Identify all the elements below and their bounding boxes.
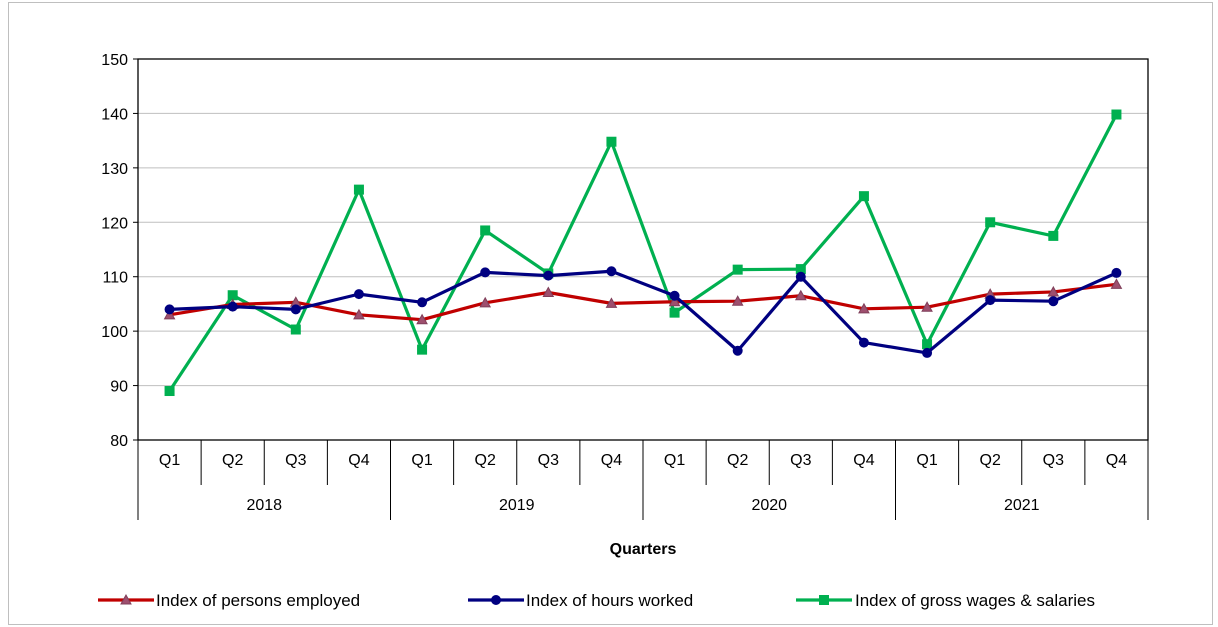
x-tick-label: Q2 — [222, 452, 243, 469]
y-tick-label: 100 — [101, 324, 128, 341]
x-tick-label: Q3 — [285, 452, 306, 469]
y-tick-label: 140 — [101, 106, 128, 123]
series-1 — [163, 278, 1123, 325]
legend-item: Index of hours worked — [468, 591, 693, 610]
data-point — [794, 289, 807, 301]
y-tick-label: 150 — [101, 52, 128, 69]
data-point — [985, 217, 996, 228]
data-point — [480, 225, 491, 236]
x-tick-label: Q1 — [411, 452, 432, 469]
x-tick-label: Q3 — [538, 452, 559, 469]
data-point — [732, 264, 743, 275]
legend-item: Index of gross wages & salaries — [796, 591, 1095, 610]
data-point — [858, 302, 870, 314]
data-point — [606, 266, 617, 277]
series-line — [169, 269, 1118, 355]
data-point — [922, 347, 933, 358]
x-year-label: 2018 — [246, 497, 282, 514]
data-point — [1111, 109, 1122, 120]
x-tick-label: Q1 — [664, 452, 685, 469]
data-point — [606, 136, 617, 147]
data-point — [732, 345, 743, 356]
series-3 — [164, 109, 1122, 397]
data-point — [290, 304, 301, 315]
data-point — [1111, 267, 1122, 278]
data-point — [227, 301, 238, 312]
data-point — [795, 271, 806, 282]
y-tick-label: 120 — [101, 215, 128, 232]
data-point — [480, 267, 491, 278]
data-point — [164, 304, 175, 315]
data-point — [668, 295, 681, 307]
legend-marker — [491, 595, 501, 605]
data-point — [417, 344, 428, 355]
legend-label: Index of gross wages & salaries — [855, 591, 1095, 610]
y-tick-label: 110 — [102, 270, 128, 287]
data-point — [858, 191, 869, 202]
data-point — [353, 184, 364, 195]
plot-area — [138, 59, 1148, 440]
x-year-label: 2020 — [751, 497, 787, 514]
x-tick-label: Q2 — [980, 452, 1001, 469]
data-point — [1110, 278, 1123, 289]
data-point — [985, 295, 996, 306]
data-point — [922, 339, 933, 350]
data-point — [1047, 285, 1060, 297]
x-tick-label: Q4 — [601, 452, 622, 469]
data-point — [416, 313, 428, 325]
data-point — [479, 296, 492, 308]
x-tick-label: Q4 — [348, 452, 369, 469]
series-line — [169, 282, 1117, 322]
x-tick-label: Q2 — [475, 452, 496, 469]
data-point — [605, 297, 618, 308]
data-point — [858, 337, 869, 348]
x-tick-label: Q1 — [159, 452, 180, 469]
series-2 — [164, 266, 1122, 358]
x-tick-label: Q3 — [1043, 452, 1064, 469]
data-point — [227, 290, 238, 301]
legend-marker — [819, 595, 829, 605]
x-tick-label: Q1 — [916, 452, 937, 469]
legend-label: Index of persons employed — [156, 591, 360, 610]
legend-marker — [120, 593, 132, 605]
y-tick-label: 130 — [101, 161, 128, 178]
x-axis-title: Quarters — [610, 541, 677, 558]
data-point — [417, 297, 428, 308]
data-point — [669, 290, 680, 301]
y-tick-label: 80 — [110, 433, 128, 450]
x-tick-label: Q3 — [790, 452, 811, 469]
data-point — [290, 324, 301, 335]
data-point — [543, 270, 554, 281]
data-point — [164, 386, 175, 397]
legend-label: Index of hours worked — [526, 591, 693, 610]
x-tick-label: Q4 — [1106, 452, 1127, 469]
data-point — [669, 307, 680, 318]
data-point — [353, 289, 364, 300]
x-year-label: 2019 — [499, 497, 535, 514]
data-point — [1048, 296, 1059, 307]
data-point — [353, 308, 365, 320]
x-tick-label: Q4 — [853, 452, 874, 469]
x-tick-label: Q2 — [727, 452, 748, 469]
data-point — [1048, 230, 1059, 241]
data-point — [542, 286, 555, 297]
legend-item: Index of persons employed — [98, 591, 360, 610]
series-line — [168, 113, 1118, 392]
data-point — [731, 295, 744, 306]
data-point — [921, 301, 933, 312]
y-tick-label: 90 — [110, 379, 128, 396]
x-year-label: 2021 — [1004, 497, 1040, 514]
